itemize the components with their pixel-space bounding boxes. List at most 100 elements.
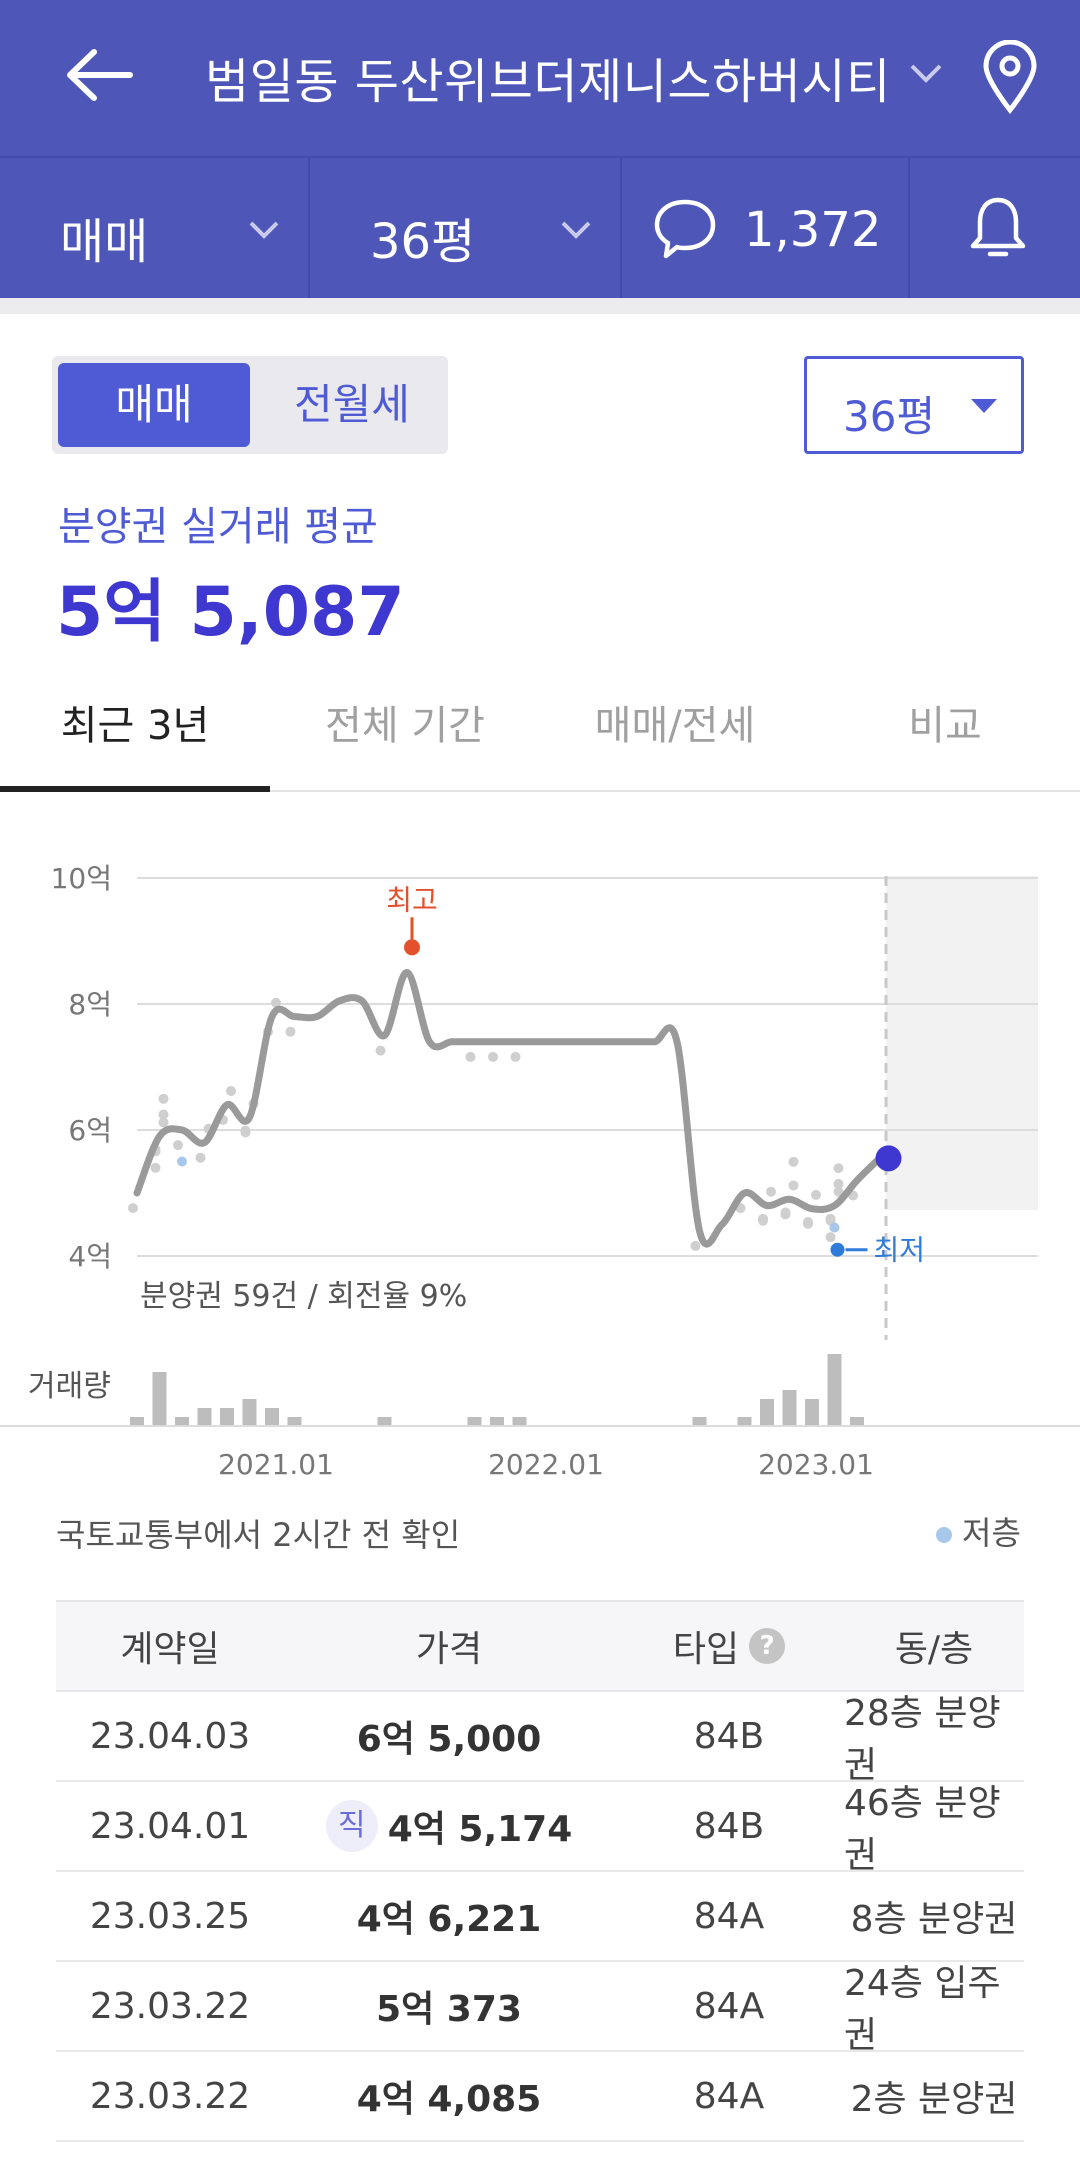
scatter-point (510, 1051, 521, 1062)
row-price: 직 4억 5,174 (284, 1782, 614, 1870)
chevron-down-icon (561, 221, 591, 239)
row-floor: 8층 분양권 (850, 1899, 1018, 1940)
legend-dot (936, 1527, 952, 1543)
table-row[interactable]: 23.04.03 6억 5,000 84B 28층 분양권 (56, 1692, 1024, 1786)
header-floor: 동/층 (894, 1629, 974, 1670)
volume-bar (512, 1417, 527, 1426)
header-price: 가격 (415, 1629, 483, 1670)
tab-sale-lease[interactable]: 매매/전세 (594, 703, 756, 749)
row-type: 84A (693, 2075, 765, 2117)
high-label: 최고 (386, 883, 438, 916)
y-tick-label: 6억 (68, 1114, 112, 1147)
low-label: 최저 (874, 1234, 926, 1267)
scatter-point (226, 1085, 236, 1096)
scatter-point (833, 1178, 844, 1189)
comments-count: 1,372 (744, 202, 882, 258)
y-tick-label: 8억 (68, 988, 112, 1021)
transactions-table: 계약일 가격 타입? 동/층 23.04.03 6억 5,000 84B 28층… (56, 1600, 1024, 2142)
x-tick-label: 2022.01 (488, 1448, 604, 1481)
y-tick-label: 10억 (51, 862, 112, 895)
scatter-point (465, 1051, 476, 1062)
row-date: 23.03.25 (89, 1895, 251, 1937)
table-row[interactable]: 23.04.01 직 4억 5,174 84B 46층 분양권 (56, 1782, 1024, 1876)
row-type: 84A (693, 1895, 765, 1937)
x-tick-label: 2021.01 (218, 1448, 334, 1481)
tab-all-period[interactable]: 전체 기간 (325, 703, 485, 749)
row-type: 84B (693, 1805, 765, 1847)
scatter-point (825, 1213, 836, 1224)
volume-bars (130, 1354, 864, 1426)
chat-bubble-icon (654, 199, 716, 259)
page-title[interactable]: 범일동 두산위브더제니스하버시티 (205, 54, 891, 110)
row-date: 23.03.22 (89, 1985, 251, 2027)
deal-toggle: 매매 전월세 (52, 356, 448, 454)
table-row[interactable]: 23.03.22 5억 373 84A 24층 입주권 (56, 1962, 1024, 2056)
row-price: 5억 373 (376, 1989, 522, 2030)
volume-bar (175, 1417, 189, 1426)
chevron-down-icon[interactable] (908, 58, 944, 88)
volume-bar (220, 1408, 234, 1426)
data-source-note: 국토교통부에서 2시간 전 확인 (56, 1516, 461, 1554)
row-date: 23.04.01 (89, 1805, 251, 1847)
volume-bar (737, 1417, 752, 1426)
low-marker (830, 1242, 845, 1257)
table-row[interactable]: 23.03.25 4억 6,221 84A 8층 분양권 (56, 1872, 1024, 1962)
average-value: 5억 5,087 (56, 573, 405, 652)
volume-bar (827, 1354, 842, 1426)
scatter-point (173, 1140, 183, 1151)
scatter-point (788, 1156, 799, 1167)
size-dropdown[interactable]: 36평 (804, 356, 1024, 454)
row-price: 4억 6,221 (356, 1899, 542, 1940)
deal-type-label: 매매 (60, 214, 149, 270)
scatter-point (766, 1186, 776, 1197)
volume-bar (467, 1417, 482, 1426)
app-header: 범일동 두산위브더제니스하버시티 (0, 0, 1080, 156)
y-tick-label: 4억 (68, 1240, 112, 1273)
row-floor: 2층 분양권 (850, 2079, 1018, 2120)
scatter-points (128, 997, 858, 1251)
toggle-sale[interactable]: 매매 (58, 363, 250, 447)
scatter-point (833, 1186, 844, 1197)
row-price: 6억 5,000 (356, 1719, 542, 1760)
y-axis: 10억 8억 6억 4억 (51, 862, 112, 1273)
row-price: 4억 4,085 (356, 2079, 542, 2120)
scatter-point (488, 1051, 498, 1062)
tab-compare[interactable]: 비교 (908, 703, 982, 749)
section-divider (0, 298, 1080, 314)
chevron-down-icon (249, 221, 279, 239)
location-pin-icon[interactable] (980, 40, 1040, 114)
volume-bar (152, 1372, 167, 1426)
average-label: 분양권 실거래 평균 (58, 504, 378, 550)
volume-label: 거래량 (28, 1369, 111, 1404)
table-row[interactable]: 23.03.22 4억 4,085 84A 2층 분양권 (56, 2052, 1024, 2142)
scatter-point (690, 1240, 701, 1251)
size-filter[interactable]: 36평 (310, 158, 622, 298)
help-icon[interactable]: ? (749, 1628, 786, 1664)
tab-recent-3-years[interactable]: 최근 3년 (0, 676, 270, 792)
caret-down-icon (971, 399, 997, 413)
bell-icon (970, 197, 1026, 257)
toggle-rent[interactable]: 전월세 (294, 380, 410, 429)
scatter-point (195, 1152, 206, 1163)
scatter-point (758, 1213, 768, 1224)
volume-bar (130, 1417, 144, 1426)
legend-low-floor: 저층 (936, 1508, 1021, 1554)
volume-bar (242, 1399, 257, 1426)
volume-bar (805, 1399, 819, 1426)
price-line (133, 968, 883, 1248)
notification-button[interactable] (910, 158, 1080, 298)
x-axis: 2021.01 2022.01 2023.01 (218, 1448, 874, 1481)
current-marker (875, 1145, 902, 1172)
comments-button[interactable]: 1,372 (622, 158, 910, 298)
back-arrow-icon[interactable] (60, 40, 140, 110)
future-area (886, 876, 1038, 1210)
header-date: 계약일 (120, 1629, 220, 1670)
legend-label: 저층 (962, 1514, 1021, 1552)
scatter-point-low-floor (177, 1156, 187, 1167)
volume-bar (377, 1417, 392, 1426)
row-price-value: 4억 5,174 (387, 1809, 573, 1850)
row-type: 84B (693, 1715, 765, 1757)
row-type: 84A (693, 1985, 765, 2027)
deal-type-filter[interactable]: 매매 (0, 158, 310, 298)
